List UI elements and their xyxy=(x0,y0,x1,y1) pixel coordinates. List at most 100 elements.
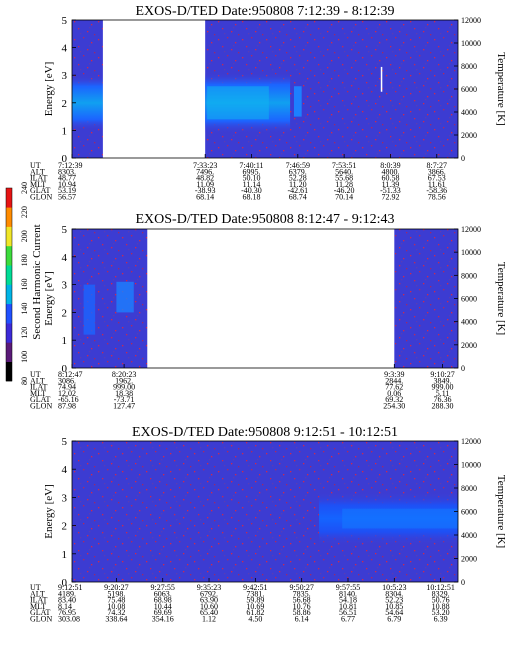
y2-tick-label: 8000 xyxy=(461,62,477,71)
ephemeris-value: -38.93 xyxy=(195,186,216,195)
y-tick-label: 4 xyxy=(62,252,68,264)
ephemeris-value: 50.10 xyxy=(242,174,260,183)
y-tick-label: 0 xyxy=(62,363,68,375)
ephemeris-value: -42.61 xyxy=(287,186,308,195)
ephemeris-value: 10:12:51 xyxy=(426,583,454,592)
y2-tick-label: 6000 xyxy=(461,85,477,94)
y2-tick-label: 0 xyxy=(461,364,465,373)
ephemeris-value: 63.90 xyxy=(200,596,218,605)
ephemeris-value: 9:50:27 xyxy=(289,583,313,592)
ephemeris-value: 4189. xyxy=(58,589,76,598)
y2-tick-label: 8000 xyxy=(461,484,477,493)
ephemeris-value: 9:12:51 xyxy=(58,583,82,592)
ephemeris-value: 7:46:59 xyxy=(286,161,310,170)
colorbar-swatch xyxy=(6,342,12,362)
ephemeris-value: 8303. xyxy=(58,167,76,176)
y2-tick-label: 12000 xyxy=(461,225,481,234)
ephemeris-value: 354.16 xyxy=(152,615,174,624)
ephemeris-value: 10.81 xyxy=(339,602,357,611)
ephemeris-row-label: GLAT xyxy=(30,395,51,404)
ephemeris-value: 7496. xyxy=(196,167,214,176)
ephemeris-value: 8329. xyxy=(432,589,450,598)
colorbar-ticks: 80 100 120 140 160 180 200 220 240 xyxy=(20,182,29,385)
ephemeris-value: 4.50 xyxy=(248,615,262,624)
y2-tick-label: 2000 xyxy=(461,555,477,564)
ephemeris-value: 54.18 xyxy=(339,596,357,605)
ephemeris-value: 8:20:23 xyxy=(112,370,136,379)
y2-tick-label: 2000 xyxy=(461,131,477,140)
spectrogram xyxy=(72,229,458,368)
colorbar-swatch xyxy=(6,265,12,285)
ephemeris-value: 53.20 xyxy=(432,608,450,617)
ephemeris-value: 58.86 xyxy=(293,608,311,617)
ephemeris-value: 7:33:23 xyxy=(193,161,217,170)
y2-tick-label: 6000 xyxy=(461,508,477,517)
energy-band-core xyxy=(207,86,269,120)
colorbar-label: Second Harmonic Current xyxy=(31,224,43,339)
y-tick-label: 0 xyxy=(62,577,68,589)
y-axis-right: 0 2000 4000 6000 8000 10000 12000 Temperature [… xyxy=(454,437,505,587)
ephemeris-value: -46.20 xyxy=(334,186,355,195)
ephemeris-value: 48.82 xyxy=(196,174,214,183)
y-tick-label: 5 xyxy=(62,15,68,27)
colorbar-tick-label: 140 xyxy=(20,303,29,315)
ephemeris-value: 50.76 xyxy=(432,596,450,605)
ephemeris-value: 74.32 xyxy=(107,608,125,617)
y-axis-right: 0 2000 4000 6000 8000 10000 12000 Temperature [… xyxy=(454,225,505,373)
ephemeris-value: 52.28 xyxy=(289,174,307,183)
panel-title: EXOS-D/TED Date:950808 9:12:51 - 10:12:5… xyxy=(132,425,398,440)
ephemeris-value: 78.56 xyxy=(428,193,446,202)
ephemeris-value: 18.38 xyxy=(115,389,133,398)
y2-tick-label: 8000 xyxy=(461,271,477,280)
y-tick-label: 5 xyxy=(62,436,68,448)
ephemeris-row-label: GLAT xyxy=(30,608,51,617)
ephemeris-value: 5.11 xyxy=(436,389,450,398)
ephemeris-value: 11.20 xyxy=(289,180,307,189)
ephemeris-value: 87.98 xyxy=(58,402,76,411)
colorbar-tick-label: 80 xyxy=(20,377,29,385)
ephemeris-value: 338.64 xyxy=(105,615,127,624)
ephemeris-value: 10.85 xyxy=(385,602,403,611)
ephemeris-value: 10:5:23 xyxy=(382,583,406,592)
ephemeris-value: 5640. xyxy=(335,167,353,176)
ephemeris-value: 8:7:27 xyxy=(427,161,447,170)
ephemeris-row-label: GLON xyxy=(30,615,52,624)
y-tick-label: 0 xyxy=(62,153,68,165)
y-axis-left: 0 1 2 3 4 5 Energy [eV] xyxy=(43,224,76,375)
ephemeris-value: 8.14 xyxy=(58,602,72,611)
panels: EXOS-D/TED Date:950808 7:12:39 - 8:12:39… xyxy=(30,4,505,624)
ephemeris-value: 72.92 xyxy=(381,193,399,202)
ephemeris-value: 56.68 xyxy=(293,596,311,605)
ephemeris-value: 303.08 xyxy=(58,615,80,624)
colorbar-tick-label: 100 xyxy=(20,351,29,363)
ephemeris-value: -73.71 xyxy=(114,395,135,404)
ephemeris-value: 1.12 xyxy=(202,615,216,624)
ephemeris-value: 68.18 xyxy=(242,193,260,202)
ephemeris-value: -58.36 xyxy=(426,186,447,195)
y2-tick-label: 4000 xyxy=(461,108,477,117)
energy-band xyxy=(116,281,134,313)
ephemeris-value: 6792. xyxy=(200,589,218,598)
ephemeris-value: 6.79 xyxy=(387,615,401,624)
ephemeris-value: 8304. xyxy=(385,589,403,598)
y-tick-label: 2 xyxy=(62,521,68,533)
ephemeris-value: 10.76 xyxy=(293,602,311,611)
ephemeris-value: 2844. xyxy=(385,376,403,385)
colorbar-tick-label: 200 xyxy=(20,230,29,242)
ephemeris-value: 7:12:39 xyxy=(58,161,82,170)
ephemeris-value: 6.39 xyxy=(434,615,448,624)
ephemeris-value: -65.16 xyxy=(58,395,79,404)
y-axis-right: 0 2000 4000 6000 8000 10000 12000 Temperature [… xyxy=(454,16,505,163)
ephemeris-value: 12.02 xyxy=(58,389,76,398)
ephemeris-value: 59.89 xyxy=(246,596,264,605)
ephemeris-value: 4800. xyxy=(381,167,399,176)
y-tick-label: 4 xyxy=(62,43,68,55)
ephemeris-row-label: UT xyxy=(30,161,41,170)
y2-tick-label: 10000 xyxy=(461,248,481,257)
ephemeris-value: 8140. xyxy=(339,589,357,598)
ephemeris-value: 77.62 xyxy=(385,383,403,392)
colorbar-tick-label: 180 xyxy=(20,254,29,266)
